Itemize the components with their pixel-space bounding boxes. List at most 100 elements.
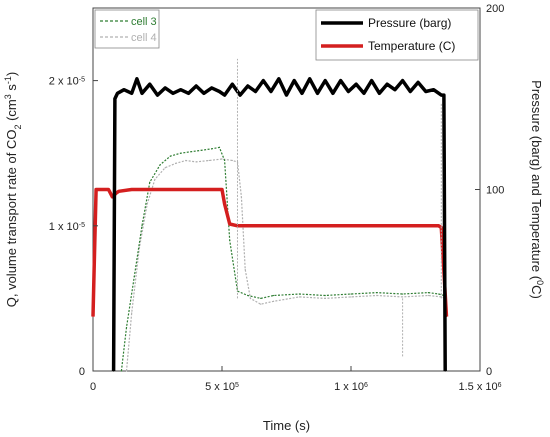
data-point-0-3	[141, 225, 143, 227]
y-right-tick-label-0: 0	[486, 366, 492, 378]
data-point-2-35	[363, 92, 365, 94]
data-point-2-27	[301, 92, 303, 94]
data-point-0-15	[247, 294, 249, 297]
data-point-0-8	[190, 151, 192, 153]
data-point-0-5	[159, 164, 161, 166]
data-point-0-6	[169, 155, 171, 157]
data-point-3-8	[131, 188, 133, 191]
data-point-2-30	[324, 80, 326, 82]
data-point-0-10	[211, 148, 213, 150]
data-point-1-18	[298, 296, 300, 298]
axes: 0 5 x 105 1 x 106 1.5 x 106 0 1 x 10-5 2 x 10-…	[3, 3, 545, 433]
data-point-2-38	[386, 83, 388, 85]
data-point-2-17	[223, 94, 226, 96]
x-tick-label-2: 1 x 106	[334, 381, 368, 393]
data-point-3-7	[118, 190, 120, 192]
data-point-0-16	[260, 297, 262, 299]
data-point-1-9	[208, 159, 210, 162]
data-point-2-16	[218, 90, 221, 93]
y-right-tick-label-1: 100	[486, 185, 504, 197]
data-point-3-16	[402, 225, 404, 227]
x-tick-label-3: 1.5 x 106	[458, 381, 501, 393]
legend-left-label-1: cell 4	[131, 32, 157, 44]
data-point-1-15	[249, 297, 251, 299]
data-point-0-12	[223, 159, 226, 162]
data-point-2-47	[444, 370, 446, 372]
data-point-3-9	[169, 188, 171, 191]
data-point-0-2	[133, 276, 135, 278]
data-point-1-16	[260, 303, 262, 305]
data-point-1-21	[376, 294, 378, 297]
data-point-1-7	[185, 159, 187, 162]
series-line-cell-3	[120, 146, 447, 372]
x-tick-label-0: 0	[90, 381, 96, 393]
data-point-0-0	[120, 370, 122, 372]
data-point-1-0	[125, 370, 128, 372]
data-point-3-3	[100, 188, 102, 191]
data-point-1-14	[244, 268, 246, 270]
data-point-2-39	[394, 89, 396, 91]
data-point-0-17	[273, 294, 275, 297]
data-point-2-0	[113, 370, 115, 372]
data-point-2-3	[123, 89, 125, 91]
data-point-3-11	[223, 203, 226, 205]
series-line-cell-4	[125, 158, 447, 372]
data-point-1-3	[146, 203, 148, 205]
data-point-3-17	[438, 225, 440, 227]
data-point-1-6	[174, 162, 177, 164]
data-point-3-1	[93, 261, 95, 263]
data-point-0-21	[376, 291, 378, 294]
data-point-3-12	[229, 223, 231, 225]
y-right-axis-label: Pressure (barg) and Temperature (0C)	[529, 80, 545, 299]
data-point-2-46	[443, 94, 445, 96]
data-point-2-31	[332, 92, 334, 94]
data-point-2-20	[247, 85, 249, 87]
data-point-3-2	[95, 188, 97, 191]
data-point-2-5	[136, 78, 138, 80]
data-point-2-7	[149, 83, 151, 85]
data-point-2-36	[371, 80, 373, 82]
data-point-2-11	[180, 89, 182, 91]
data-point-2-32	[340, 80, 342, 82]
data-point-3-10	[221, 188, 223, 191]
data-point-2-14	[203, 92, 205, 94]
data-point-2-43	[425, 90, 427, 93]
data-point-2-21	[254, 90, 257, 93]
legend-right-box	[315, 9, 479, 61]
data-point-2-40	[402, 80, 404, 82]
data-point-2-44	[432, 89, 435, 91]
legend-left-box	[94, 9, 160, 49]
data-point-2-6	[141, 92, 143, 94]
y-right-tick-label-2: 200	[486, 3, 504, 15]
data-point-2-28	[309, 78, 311, 80]
data-point-3-14	[273, 225, 275, 227]
series-line-pressure-barg	[111, 77, 447, 372]
legend-right-label-1: Temperature (C)	[368, 39, 455, 53]
legends: cell 3 cell 4 Pressure (barg) Temperature (…	[94, 9, 479, 61]
data-point-1-4	[154, 178, 156, 180]
data-point-2-22	[262, 80, 264, 82]
data-point-2-8	[156, 94, 159, 96]
data-point-2-9	[164, 87, 166, 89]
x-axis-label: Time (s)	[263, 418, 310, 433]
data-point-2-45	[440, 94, 442, 96]
legend-right-label-0: Pressure (barg)	[368, 16, 451, 30]
data-point-2-37	[378, 92, 380, 94]
data-point-0-9	[200, 149, 202, 151]
series-layer	[91, 58, 449, 372]
data-point-2-12	[187, 92, 190, 94]
data-point-2-4	[131, 92, 133, 94]
data-point-0-1	[125, 326, 128, 329]
legend-left-label-0: cell 3	[131, 16, 157, 28]
data-point-0-18	[298, 293, 300, 295]
y-left-tick-label-0: 0	[79, 366, 85, 378]
data-point-1-11	[231, 159, 233, 162]
data-point-2-41	[409, 90, 411, 93]
data-point-2-19	[239, 94, 241, 96]
data-point-0-22	[402, 293, 404, 295]
data-point-2-25	[285, 94, 288, 96]
data-point-2-13	[195, 85, 197, 87]
data-point-1-1	[131, 312, 133, 314]
data-point-3-0	[92, 315, 94, 318]
